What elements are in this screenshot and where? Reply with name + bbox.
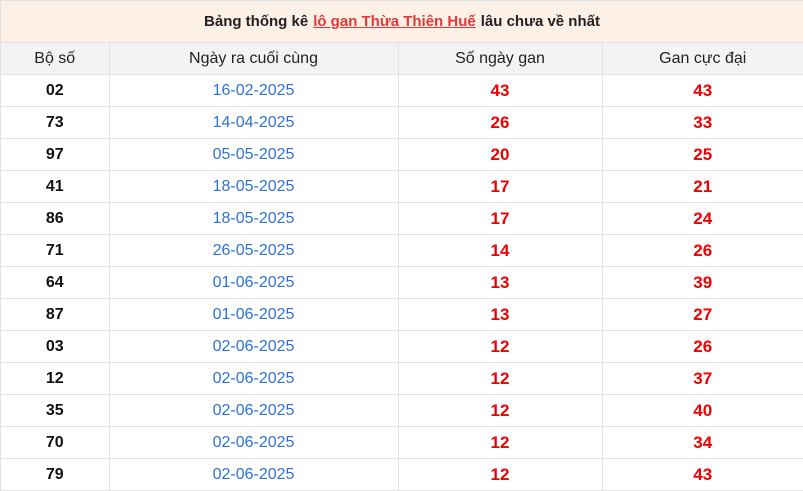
bo-so-cell: 02: [1, 74, 110, 107]
gan-cuc-dai-cell: 34: [601, 426, 803, 459]
last-date-cell: 02-06-2025: [108, 458, 399, 491]
bo-so-cell: 41: [1, 170, 110, 203]
last-date-cell: 02-06-2025: [108, 362, 399, 395]
gan-cuc-dai-cell: 26: [601, 330, 803, 363]
gan-cuc-dai-cell: 43: [601, 458, 803, 491]
last-date-cell: 18-05-2025: [108, 170, 399, 203]
bo-so-cell: 12: [1, 362, 110, 395]
table-row: 35 02-06-2025 12 40: [1, 394, 803, 427]
bo-so-cell: 97: [1, 138, 110, 171]
last-date-cell: 18-05-2025: [108, 202, 399, 235]
bo-so-cell: 03: [1, 330, 110, 363]
table-row: 86 18-05-2025 17 24: [1, 202, 803, 235]
so-ngay-gan-cell: 12: [397, 458, 603, 491]
so-ngay-gan-cell: 12: [397, 394, 603, 427]
title-suffix: lâu chưa về nhất: [480, 13, 600, 30]
gan-cuc-dai-cell: 33: [601, 106, 803, 139]
so-ngay-gan-cell: 12: [397, 362, 603, 395]
lo-gan-table: Bộ số Ngày ra cuối cùng Số ngày gan Gan …: [1, 43, 803, 491]
bo-so-cell: 86: [1, 202, 110, 235]
so-ngay-gan-cell: 12: [397, 330, 603, 363]
table-row: 41 18-05-2025 17 21: [1, 170, 803, 203]
bo-so-cell: 71: [1, 234, 110, 267]
last-date-cell: 14-04-2025: [108, 106, 399, 139]
header-bo-so: Bộ số: [1, 43, 110, 75]
table-row: 73 14-04-2025 26 33: [1, 106, 803, 139]
table-row: 79 02-06-2025 12 43: [1, 458, 803, 491]
last-date-cell: 26-05-2025: [108, 234, 399, 267]
gan-cuc-dai-cell: 40: [601, 394, 803, 427]
so-ngay-gan-cell: 14: [397, 234, 603, 267]
so-ngay-gan-cell: 12: [397, 426, 603, 459]
so-ngay-gan-cell: 20: [397, 138, 603, 171]
last-date-cell: 02-06-2025: [108, 394, 399, 427]
last-date-cell: 01-06-2025: [108, 266, 399, 299]
bo-so-cell: 87: [1, 298, 110, 331]
bo-so-cell: 64: [1, 266, 110, 299]
so-ngay-gan-cell: 13: [397, 298, 603, 331]
gan-cuc-dai-cell: 21: [601, 170, 803, 203]
gan-cuc-dai-cell: 25: [601, 138, 803, 171]
header-so-ngay-gan: Số ngày gan: [397, 43, 603, 75]
gan-cuc-dai-cell: 27: [601, 298, 803, 331]
so-ngay-gan-cell: 26: [397, 106, 603, 139]
gan-cuc-dai-cell: 39: [601, 266, 803, 299]
table-row: 02 16-02-2025 43 43: [1, 74, 803, 107]
gan-cuc-dai-cell: 24: [601, 202, 803, 235]
table-row: 97 05-05-2025 20 25: [1, 138, 803, 171]
bo-so-cell: 70: [1, 426, 110, 459]
last-date-cell: 05-05-2025: [108, 138, 399, 171]
bo-so-cell: 79: [1, 458, 110, 491]
so-ngay-gan-cell: 43: [397, 74, 603, 107]
so-ngay-gan-cell: 13: [397, 266, 603, 299]
title-prefix: Bảng thống kê: [204, 13, 309, 30]
bo-so-cell: 73: [1, 106, 110, 139]
so-ngay-gan-cell: 17: [397, 170, 603, 203]
last-date-cell: 16-02-2025: [108, 74, 399, 107]
gan-cuc-dai-cell: 37: [601, 362, 803, 395]
so-ngay-gan-cell: 17: [397, 202, 603, 235]
gan-cuc-dai-cell: 26: [601, 234, 803, 267]
gan-cuc-dai-cell: 43: [601, 74, 803, 107]
table-row: 12 02-06-2025 12 37: [1, 362, 803, 395]
bo-so-cell: 35: [1, 394, 110, 427]
last-date-cell: 02-06-2025: [108, 426, 399, 459]
last-date-cell: 02-06-2025: [108, 330, 399, 363]
table-row: 71 26-05-2025 14 26: [1, 234, 803, 267]
table-row: 87 01-06-2025 13 27: [1, 298, 803, 331]
header-gan-cuc-dai: Gan cực đại: [601, 43, 803, 75]
last-date-cell: 01-06-2025: [108, 298, 399, 331]
table-row: 70 02-06-2025 12 34: [1, 426, 803, 459]
table-row: 64 01-06-2025 13 39: [1, 266, 803, 299]
header-row: Bộ số Ngày ra cuối cùng Số ngày gan Gan …: [1, 43, 803, 75]
table-title: Bảng thống kê lô gan Thừa Thiên Huế lâu …: [1, 1, 803, 43]
header-ngay-ra: Ngày ra cuối cùng: [108, 43, 399, 75]
lo-gan-link[interactable]: lô gan Thừa Thiên Huế: [313, 13, 476, 30]
table-row: 03 02-06-2025 12 26: [1, 330, 803, 363]
